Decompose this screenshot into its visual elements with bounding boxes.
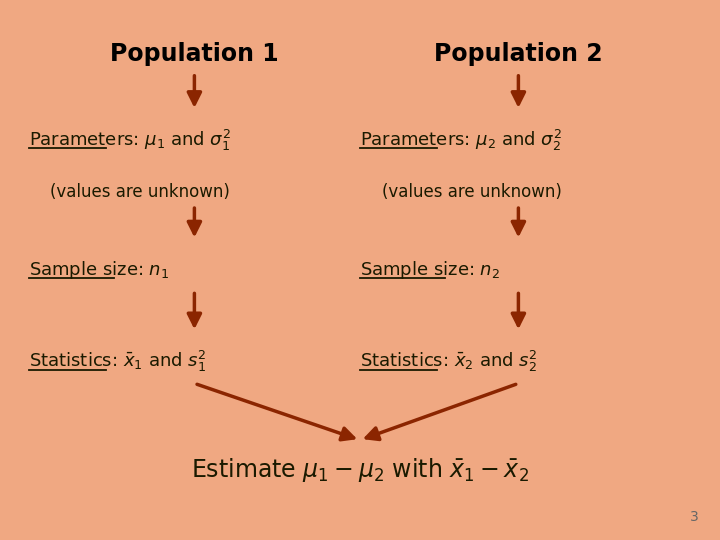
Text: Sample size: $n_2$: Sample size: $n_2$	[360, 259, 500, 281]
Text: Parameters: $\mu_2$ and $\sigma_2^2$: Parameters: $\mu_2$ and $\sigma_2^2$	[360, 128, 562, 153]
Text: Sample size: $n_1$: Sample size: $n_1$	[29, 259, 169, 281]
Text: Statistics: $\bar{x}_1$ and $s_1^2$: Statistics: $\bar{x}_1$ and $s_1^2$	[29, 349, 207, 374]
Text: (values are unknown): (values are unknown)	[50, 183, 230, 201]
Text: Estimate $\mu_1 - \mu_2$ with $\bar{x}_1 - \bar{x}_2$: Estimate $\mu_1 - \mu_2$ with $\bar{x}_1…	[191, 456, 529, 484]
Text: 3: 3	[690, 510, 698, 524]
Text: (values are unknown): (values are unknown)	[382, 183, 562, 201]
Text: Population 2: Population 2	[434, 42, 603, 66]
Text: Statistics: $\bar{x}_2$ and $s_2^2$: Statistics: $\bar{x}_2$ and $s_2^2$	[360, 349, 538, 374]
Text: Population 1: Population 1	[110, 42, 279, 66]
Text: Parameters: $\mu_1$ and $\sigma_1^2$: Parameters: $\mu_1$ and $\sigma_1^2$	[29, 128, 230, 153]
